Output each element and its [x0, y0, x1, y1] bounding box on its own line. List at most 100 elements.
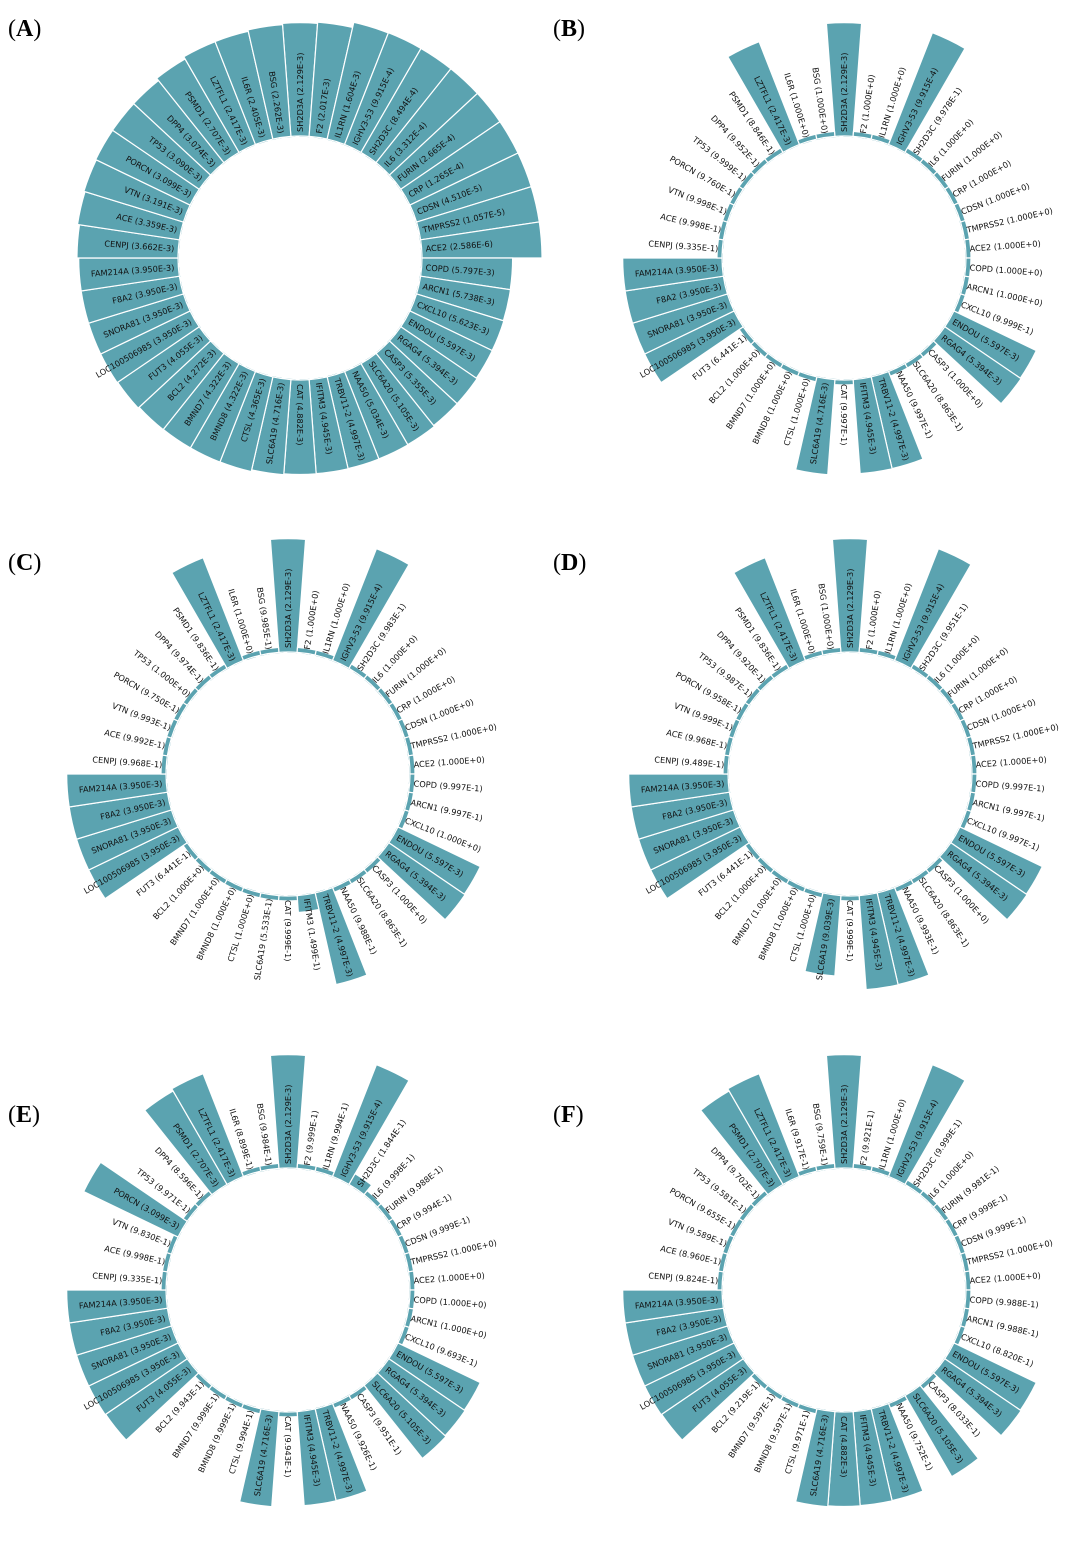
inner-ring [721, 135, 967, 381]
bar-ighv3-53 [887, 1063, 966, 1186]
bar-label: CENPJ (9.489E-1) [654, 754, 725, 769]
bar-label: BSG (9.759E-1) [811, 1103, 830, 1167]
panel-f: (F) SH2D3A (2.129E-3) F2 (9.921E-1) IL1RN (… [553, 1054, 1054, 1508]
bar-label: SH2D3A (2.129E-3) [839, 1085, 849, 1164]
bar-label: F2 (9.921E-1) [858, 1110, 876, 1167]
bar-fam214a [622, 257, 725, 292]
bar-slc6a19 [238, 1408, 280, 1508]
panel-c: (C)SH2D3A (2.129E-3) F2 (1.000E+0) IL1RN (… [8, 538, 498, 986]
bar-bsg [815, 130, 836, 140]
bar-label: CENPJ (9.335E-1) [648, 238, 719, 253]
bar-label: CENPJ (9.335E-1) [92, 1270, 163, 1285]
bar-label: BSG (1.000E+0) [810, 67, 830, 134]
bar-label: SLC6A19 (5.533E-1) [252, 898, 274, 981]
bar-ifitm3 [852, 376, 893, 475]
bar-label: COPD (9.997E-1) [975, 778, 1045, 793]
inner-ring [727, 651, 973, 897]
bar-label: ACE2 (1.000E+0) [413, 1270, 485, 1285]
bar-sh2d3a [825, 1054, 863, 1169]
panel-a: (A)SH2D3A (2.129E-3) F2 (2.017E-3) IL1RN (… [8, 16, 543, 476]
bar-label: ARCN1 (9.997E-1) [410, 797, 484, 823]
bar-ighv3-53 [331, 1063, 410, 1186]
bar-label: COPD (9.997E-1) [413, 778, 483, 793]
bar-label: SH2D3A (2.129E-3) [839, 53, 849, 132]
bar-trbv11-2 [314, 886, 368, 986]
inner-ring [165, 651, 411, 897]
bar-label: ACE2 (2.586E-6) [425, 239, 493, 254]
bar-label: SH2D3A (2.129E-3) [845, 569, 855, 648]
bar-ighv3-53 [887, 31, 966, 154]
bar-bsg [247, 24, 292, 140]
panel-label: (B) [553, 16, 585, 42]
bar-sh2d3a [269, 538, 307, 653]
bar-lztfl1 [726, 40, 801, 154]
bar-slc6a19 [804, 892, 842, 977]
bar-sh2d3a [825, 22, 863, 137]
bar-label: CENPJ (9.968E-1) [92, 754, 163, 769]
bar-ighv3-53 [893, 547, 972, 670]
bar-label: ACE2 (1.000E+0) [413, 754, 485, 769]
bar-label: ACE (8.960E-1) [659, 1243, 722, 1267]
bar-label: CAT (4.882E-3) [839, 1416, 849, 1477]
bar-label: ACE2 (1.000E+0) [969, 238, 1041, 253]
panel-label: (A) [8, 16, 41, 42]
bar-lztfl1 [170, 1072, 245, 1186]
bar-rgag4 [376, 841, 466, 921]
bar-ifitm3 [296, 892, 320, 914]
bar-slc6a19 [794, 1408, 836, 1508]
bar-bsg [821, 646, 842, 656]
bar-lztfl1 [170, 556, 245, 670]
panel-d: (D)SH2D3A (2.129E-3) F2 (1.000E+0) IL1RN (… [553, 538, 1060, 991]
bar-label: F2 (9.999E-1) [302, 1110, 320, 1167]
bar-ighv3-53 [331, 547, 410, 670]
panel-e: (E) SH2D3A (2.129E-3) F2 (9.999E-1) IL1RN (… [8, 1054, 498, 1508]
panel-label: (C) [8, 550, 41, 576]
bar-slc6a19 [794, 376, 836, 476]
bar-label: F2 (1.000E+0) [302, 590, 321, 650]
bar-lztfl1 [732, 556, 807, 670]
bar-slc6a20 [363, 1372, 447, 1460]
bar-rgag4 [932, 325, 1022, 405]
bar-rgag4 [938, 841, 1028, 921]
bar-fam214a [66, 773, 169, 808]
bar-label: SH2D3A (2.129E-3) [295, 53, 305, 132]
bar-label: CAT (9.999E-1) [845, 900, 855, 961]
bar-label: COPD (1.000E+0) [413, 1294, 487, 1309]
bar-sh2d3a [269, 1054, 307, 1169]
bar-label: COPD (9.988E-1) [969, 1294, 1039, 1309]
bar-bsg [259, 1162, 280, 1172]
bar-label: ACE (9.992E-1) [103, 727, 166, 751]
bar-sh2d3c [348, 1172, 373, 1196]
bar-label: CAT (4.882E-3) [295, 384, 305, 445]
bar-sh2d3a [831, 538, 869, 653]
bar-lztfl1 [726, 1072, 801, 1186]
bar-bsg [815, 1162, 836, 1172]
bar-label: COPD (1.000E+0) [969, 262, 1043, 277]
bar-label: F2 (1.000E+0) [864, 590, 883, 650]
bar-rgag4 [932, 1357, 1022, 1437]
bar-label: ARCN1 (9.988E-1) [966, 1313, 1040, 1339]
bar-label: SH2D3A (2.129E-3) [283, 1085, 293, 1164]
panel-label: (E) [8, 1102, 40, 1128]
bar-label: CAT (9.997E-1) [839, 384, 849, 445]
bar-bsg [259, 646, 280, 656]
bar-label: BSG (1.000E+0) [816, 583, 836, 650]
bar-ifitm3 [296, 1408, 337, 1507]
panel-b: (B)SH2D3A (2.129E-3) F2 (1.000E+0) IL1RN (… [553, 16, 1054, 476]
bar-label: F2 (1.000E+0) [858, 74, 877, 134]
bar-label: BSG (9.984E-1) [255, 1103, 274, 1167]
bar-label: ACE (9.968E-1) [665, 727, 728, 751]
bar-porcn [82, 1161, 189, 1238]
bar-label: ACE2 (1.000E+0) [969, 1270, 1041, 1285]
bar-fam214a [628, 773, 731, 808]
bar-label: ACE2 (1.000E+0) [975, 754, 1047, 769]
bar-label: CAT (9.943E-1) [283, 1416, 293, 1477]
inner-ring [177, 135, 423, 381]
bar-label: CENPJ (9.824E-1) [648, 1270, 719, 1285]
panel-label: (D) [553, 550, 586, 576]
bar-ifitm3 [858, 892, 899, 991]
bar-fam214a [66, 1289, 169, 1324]
bar-label: BSG (9.985E-1) [255, 587, 274, 651]
bar-label: SH2D3A (2.129E-3) [283, 569, 293, 648]
bar-label: ACE (9.998E-1) [659, 211, 722, 235]
